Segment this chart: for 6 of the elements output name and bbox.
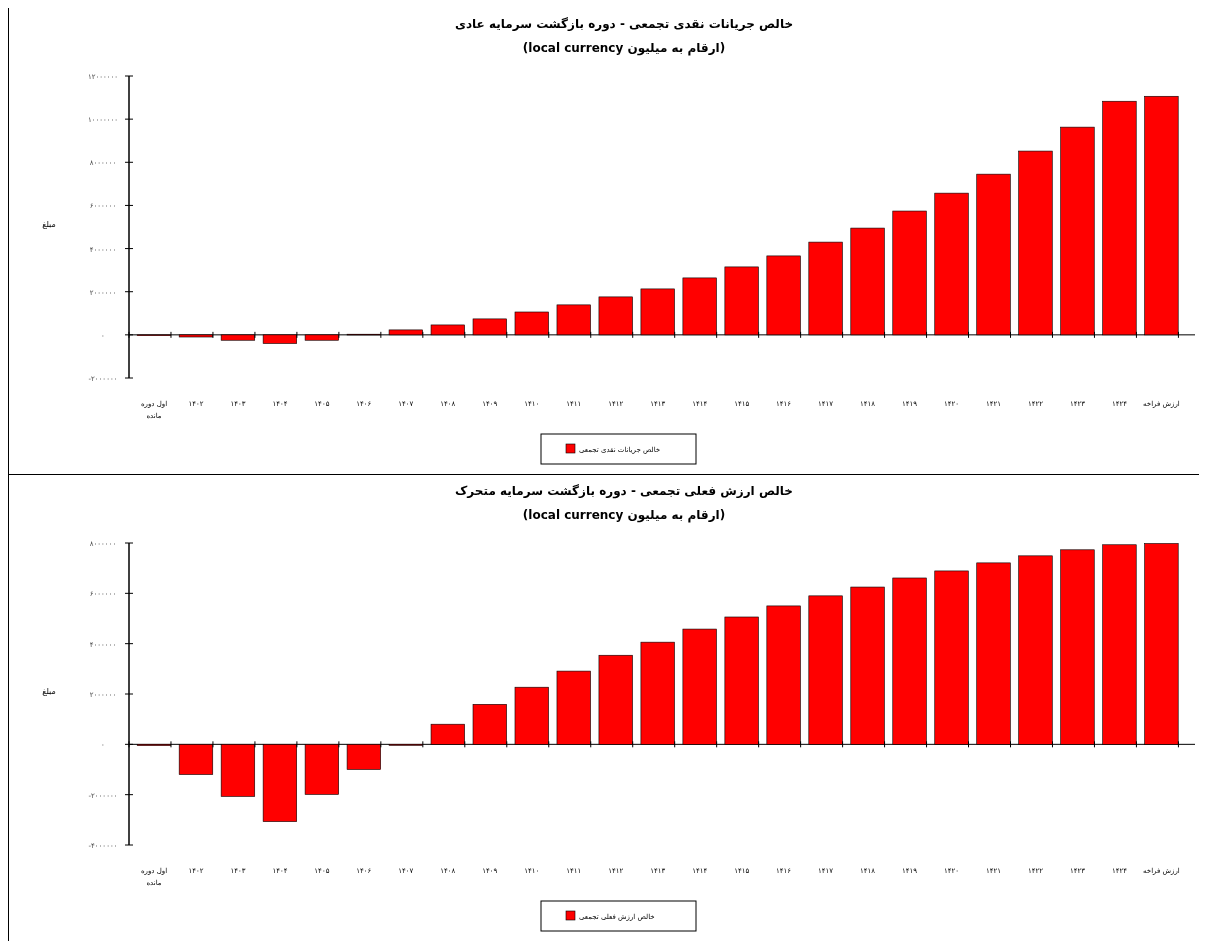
chart-subtitle: (ارقام به میلیون local currency)	[522, 41, 726, 56]
chart-title: خالص ارزش فعلی تجمعی - دوره بازگشت سرمایه متحرک	[455, 484, 793, 499]
chart-title: خالص جریانات نقدی تجمعی - دوره بازگشت سرمایه عادی	[454, 17, 794, 32]
chart-subtitle: (ارقام به میلیون local currency)	[522, 508, 726, 523]
y-axis-title: مبلغ	[42, 687, 56, 696]
y-axis-title: مبلغ	[42, 220, 56, 229]
